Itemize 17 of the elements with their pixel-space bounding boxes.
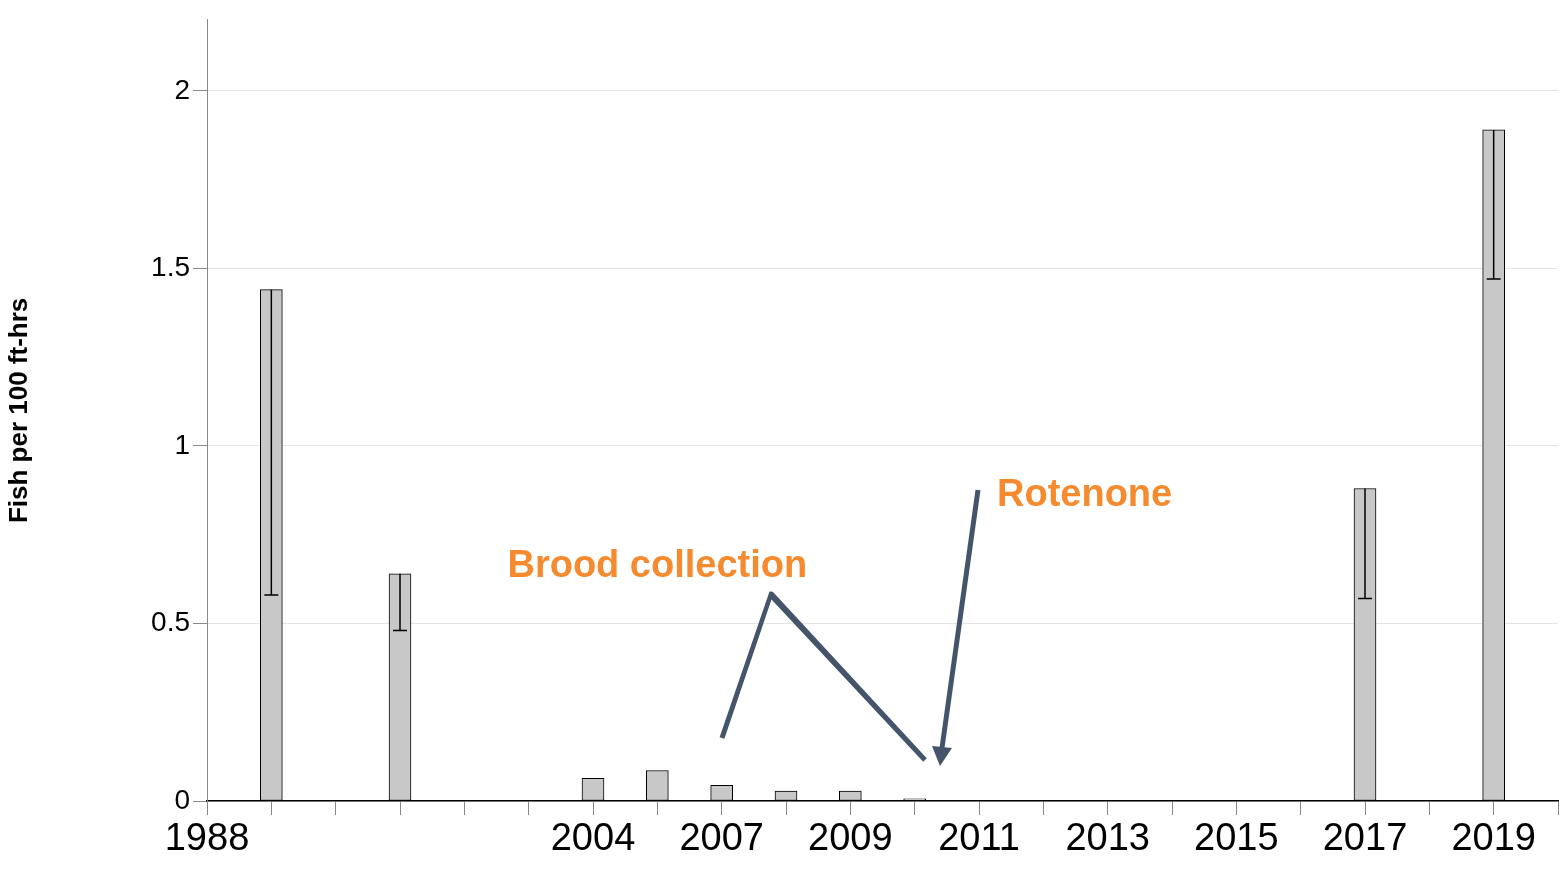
- x-tick-label: 2017: [1322, 816, 1408, 859]
- x-tick-label: 2004: [550, 816, 636, 859]
- x-tick-label: 2011: [938, 816, 1020, 859]
- annotation: Brood collection: [507, 543, 808, 586]
- x-tick-label: 2015: [1194, 816, 1279, 859]
- annotation: Rotenone: [997, 472, 1173, 515]
- x-tick-label: 2013: [1065, 816, 1150, 859]
- y-tick-label: 2: [174, 73, 190, 105]
- y-tick-label: 0.5: [151, 606, 190, 638]
- y-tick-label: 1.5: [151, 251, 190, 283]
- y-axis-title: Fish per 100 ft-hrs: [2, 297, 33, 524]
- y-tick-label: 1: [174, 428, 190, 460]
- x-tick-label: 2009: [808, 816, 893, 859]
- x-tick-label: 2019: [1451, 816, 1536, 859]
- x-tick-label: 2007: [679, 816, 764, 859]
- y-tick-label: 0: [174, 783, 190, 815]
- x-tick-label: 1988: [164, 816, 250, 859]
